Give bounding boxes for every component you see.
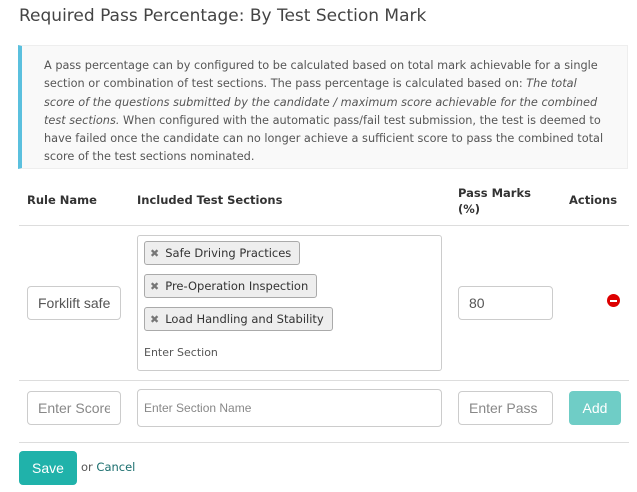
minus-circle-icon[interactable] <box>607 294 620 307</box>
add-button[interactable]: Add <box>569 391 621 425</box>
new-rule-name-input[interactable] <box>27 391 121 425</box>
section-search-input[interactable]: Enter Section <box>144 346 218 359</box>
info-box: A pass percentage can by configured to b… <box>18 45 628 169</box>
info-text-2: When configured with the automatic pass/… <box>44 113 604 164</box>
tag-label: Pre-Operation Inspection <box>165 279 309 293</box>
header-sections: Included Test Sections <box>137 193 283 207</box>
section-tag: ✖ Load Handling and Stability <box>144 307 333 331</box>
info-text: A pass percentage can by configured to b… <box>44 59 598 91</box>
section-tag: ✖ Pre-Operation Inspection <box>144 274 318 298</box>
or-text: or <box>81 460 93 474</box>
save-button[interactable]: Save <box>19 451 77 485</box>
remove-icon[interactable]: ✖ <box>150 247 160 260</box>
sections-multiselect[interactable]: ✖ Safe Driving Practices ✖ Pre-Operation I… <box>137 235 442 371</box>
remove-icon[interactable]: ✖ <box>150 280 160 293</box>
page-title: Required Pass Percentage: By Test Sectio… <box>19 6 427 26</box>
section-tag: ✖ Safe Driving Practices <box>144 241 301 265</box>
rule-name-input[interactable] <box>27 286 121 320</box>
divider <box>19 442 629 443</box>
cancel-group: or Cancel <box>81 460 135 474</box>
new-section-input[interactable] <box>137 389 442 427</box>
pass-marks-input[interactable] <box>458 286 553 320</box>
tag-label: Load Handling and Stability <box>165 312 324 326</box>
remove-icon[interactable]: ✖ <box>150 313 160 326</box>
cancel-link[interactable]: Cancel <box>96 460 136 474</box>
new-pass-marks-input[interactable] <box>458 391 553 425</box>
info-formula: The total score of the questions submitt… <box>44 77 598 127</box>
divider <box>19 380 629 381</box>
divider <box>19 225 629 226</box>
header-pass-marks: Pass Marks (%) <box>458 186 531 216</box>
header-rule-name: Rule Name <box>27 193 97 207</box>
tag-label: Safe Driving Practices <box>165 246 292 260</box>
header-actions: Actions <box>569 193 618 207</box>
